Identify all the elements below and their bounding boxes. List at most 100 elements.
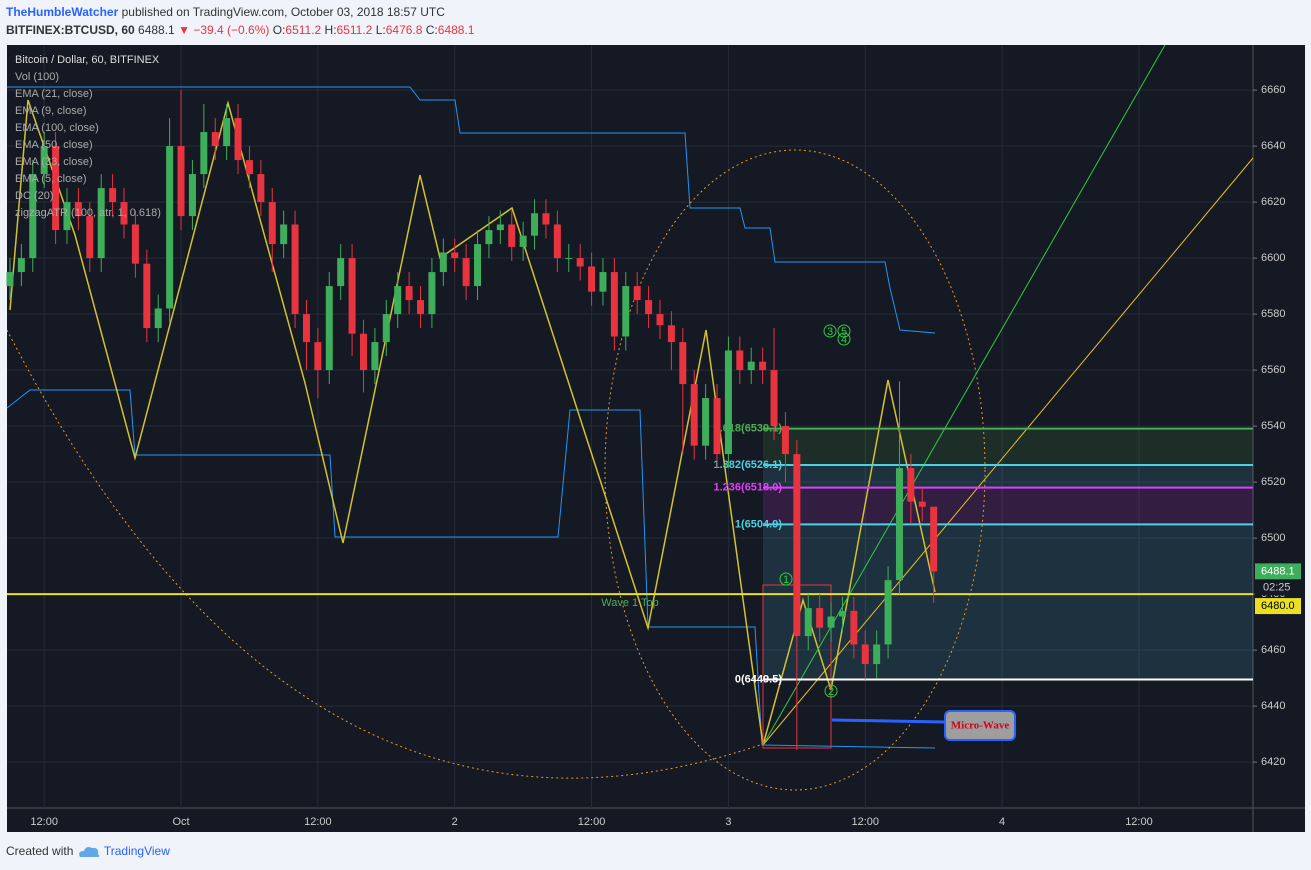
candle-body (508, 224, 516, 247)
callout-text: Micro-Wave (951, 720, 1010, 732)
x-tick-label: 3 (725, 816, 731, 828)
candle-body (690, 384, 698, 446)
wave-label: 2 (828, 686, 834, 698)
wave-circle (823, 324, 837, 338)
y-tick-label: 6560 (1261, 364, 1285, 376)
candle-body (838, 610, 846, 617)
arrow: ▼ (178, 23, 190, 37)
c-lbl: C: (425, 23, 438, 37)
l-lbl: L: (375, 23, 386, 37)
candle-body (166, 146, 174, 309)
y-tick-label: 6600 (1261, 252, 1285, 264)
y-tick-label: 6460 (1261, 644, 1285, 656)
candle-body (667, 325, 675, 343)
dc-lower (6, 389, 936, 749)
y-tick-label: 6420 (1261, 756, 1285, 768)
y-tick-label: 6660 (1261, 84, 1285, 96)
candle-body (531, 213, 539, 236)
wave-label: 5 (841, 326, 847, 338)
last: 6488.1 (138, 23, 175, 37)
candle-body (576, 258, 584, 267)
indicator: EMA (50, close) (15, 139, 93, 151)
candle-body (428, 272, 436, 315)
candle-body (781, 426, 789, 455)
candle-body (131, 224, 139, 264)
candle-body (553, 224, 561, 259)
candle-body (804, 608, 812, 637)
candle-body (439, 252, 447, 273)
candle-body (519, 235, 527, 247)
candle-body (485, 230, 493, 245)
y-tick-label: 6520 (1261, 476, 1285, 488)
brand[interactable]: TradingView (103, 844, 170, 858)
candle-body (302, 314, 310, 343)
candle-body (565, 258, 573, 260)
candle-body (930, 506, 938, 572)
chart: 6420644064606480650065206540656065806600… (6, 44, 1305, 832)
x-tick-label: Oct (172, 816, 189, 828)
candle-body (6, 272, 14, 287)
h-lbl: H: (324, 23, 337, 37)
indicator: EMA (33, close) (15, 156, 93, 168)
countdown: 02:25 (1263, 581, 1291, 593)
line2: BITFINEX:BTCUSD, 60 6488.1 ▼ −39.4 (−0.6… (6, 21, 474, 39)
fib-zone (763, 428, 1253, 465)
candle-body (702, 398, 710, 446)
wave-label: 1 (783, 574, 789, 586)
wave-label: 3 (827, 326, 833, 338)
candle-body (211, 132, 219, 147)
candle-body (759, 361, 767, 371)
drawings (6, 44, 1254, 791)
o-lbl: O: (272, 23, 286, 37)
candle-body (371, 342, 379, 371)
callout-box (944, 710, 1016, 741)
line1: TheHumbleWatcher published on TradingVie… (6, 3, 474, 21)
candle-body (633, 286, 641, 301)
candle-body (325, 286, 333, 371)
candle-body (496, 224, 504, 231)
y-tick-label: 6640 (1261, 140, 1285, 152)
footer: Created with TradingView (6, 844, 170, 859)
candle-body (17, 258, 25, 273)
candle-body (827, 616, 835, 628)
candle-body (200, 132, 208, 175)
candle-body (895, 468, 903, 581)
candle-body (713, 398, 721, 455)
candle-body (645, 300, 653, 315)
indicator: EMA (100, close) (15, 122, 99, 134)
candle-body (280, 224, 288, 245)
wave-circle (824, 684, 838, 698)
last-price: 6488.1 (1261, 565, 1295, 577)
candle-body (291, 224, 299, 315)
indicator: DC (20) (15, 190, 54, 202)
candle-body (884, 580, 892, 645)
candle-body (337, 258, 345, 287)
candle-body (394, 286, 402, 315)
candle-body (234, 118, 242, 161)
fib-label: 1(6504.9) (735, 518, 782, 530)
candle-body (177, 146, 185, 217)
x-tick-label: 2 (452, 816, 458, 828)
candle-body (359, 333, 367, 371)
x-tick-label: 4 (999, 816, 1005, 828)
arc (6, 329, 761, 779)
author[interactable]: TheHumbleWatcher (6, 5, 119, 19)
wave-circle (837, 332, 851, 346)
candle-body (907, 468, 915, 502)
x-tick-label: 12:00 (851, 816, 879, 828)
candle-body (747, 361, 755, 371)
countdown-bg (1255, 579, 1301, 596)
indicator: EMA (21, close) (15, 88, 93, 100)
candle-body (622, 286, 630, 337)
l-val: 6476.8 (385, 23, 423, 37)
indicator: EMA (5, close) (15, 173, 87, 185)
candle-body (542, 213, 550, 225)
candle-body (599, 272, 607, 292)
x-tick-label: 12:00 (1125, 816, 1153, 828)
candle-body (63, 202, 71, 231)
candle-body (52, 146, 60, 231)
wave-circle (837, 324, 851, 338)
candle-body (451, 252, 459, 259)
candle-body (656, 314, 664, 326)
y-tick-label: 6620 (1261, 196, 1285, 208)
